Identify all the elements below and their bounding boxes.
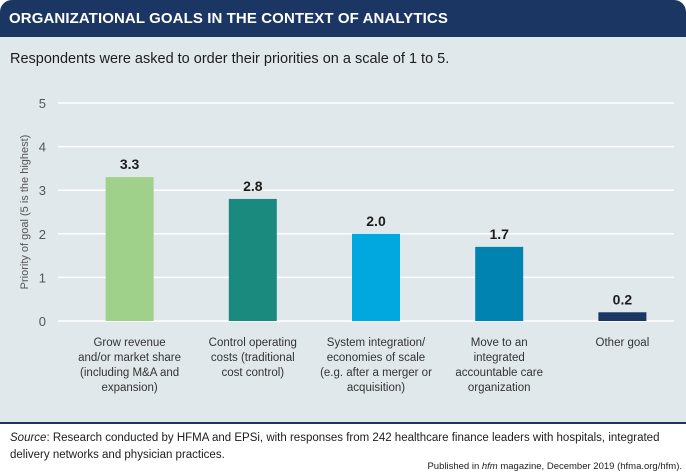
- y-tick-label: 4: [39, 140, 46, 155]
- value-label: 2.0: [366, 213, 386, 229]
- bar: [475, 246, 524, 321]
- category-label: Other goal: [596, 337, 650, 349]
- published-prefix: Published in: [427, 461, 482, 472]
- category-label: Grow revenue: [93, 337, 165, 349]
- chart-panel: ORGANIZATIONAL GOALS IN THE CONTEXT OF A…: [0, 0, 686, 424]
- category-label: costs (traditional: [211, 352, 295, 364]
- y-tick-label: 1: [39, 270, 46, 285]
- published-note: Published in hfm magazine, December 2019…: [427, 461, 682, 472]
- value-label: 1.7: [489, 226, 509, 242]
- y-axis-label: Priority of goal (5 is the highest): [19, 135, 31, 290]
- source-text: : Research conducted by HFMA and EPSi, w…: [10, 432, 660, 461]
- category-label: Move to an: [471, 337, 528, 349]
- category-label: and/or market share: [78, 352, 181, 364]
- published-suffix: magazine, December 2019 (hfma.org/hfm).: [497, 461, 682, 472]
- header-bar: ORGANIZATIONAL GOALS IN THE CONTEXT OF A…: [0, 0, 686, 37]
- value-labels: 3.3 2.8 2.0 1.7 0.2: [120, 156, 632, 307]
- y-axis-ticks: 0 1 2 3 4 5: [39, 96, 46, 329]
- category-label: Control operating: [209, 337, 297, 349]
- bars: [105, 177, 647, 321]
- bar: [598, 312, 647, 321]
- magazine-name: hfm: [481, 461, 498, 472]
- category-labels: Grow revenue and/or market share (includin…: [78, 337, 649, 394]
- category-label: organization: [468, 382, 531, 394]
- chart-subtitle: Respondents were asked to order their pr…: [10, 51, 450, 67]
- y-tick-label: 0: [39, 314, 46, 329]
- bar: [228, 198, 277, 321]
- chart-title: ORGANIZATIONAL GOALS IN THE CONTEXT OF A…: [9, 10, 448, 27]
- category-label: accountable care: [455, 367, 543, 379]
- category-label: (including M&A and: [80, 367, 179, 379]
- y-tick-label: 3: [39, 183, 46, 198]
- source-note: Source: Research conducted by HFMA and E…: [10, 430, 680, 464]
- category-label: acquisition): [347, 382, 405, 394]
- y-tick-label: 2: [39, 227, 46, 242]
- value-label: 3.3: [120, 156, 140, 172]
- category-label: integrated: [474, 352, 525, 364]
- bar: [352, 233, 400, 321]
- category-label: economies of scale: [327, 352, 425, 364]
- category-label: System integration/: [327, 337, 426, 349]
- bar-chart: 0 1 2 3 4 5 Priority of goal (5 is the highes…: [19, 96, 674, 394]
- y-tick-label: 5: [39, 96, 46, 111]
- value-label: 2.8: [243, 178, 263, 194]
- category-label: expansion): [101, 382, 157, 394]
- value-label: 0.2: [613, 291, 633, 307]
- category-label: (e.g. after a merger or: [320, 367, 432, 379]
- category-label: cost control): [221, 367, 284, 379]
- bar: [105, 177, 154, 321]
- source-label: Source: [10, 432, 47, 444]
